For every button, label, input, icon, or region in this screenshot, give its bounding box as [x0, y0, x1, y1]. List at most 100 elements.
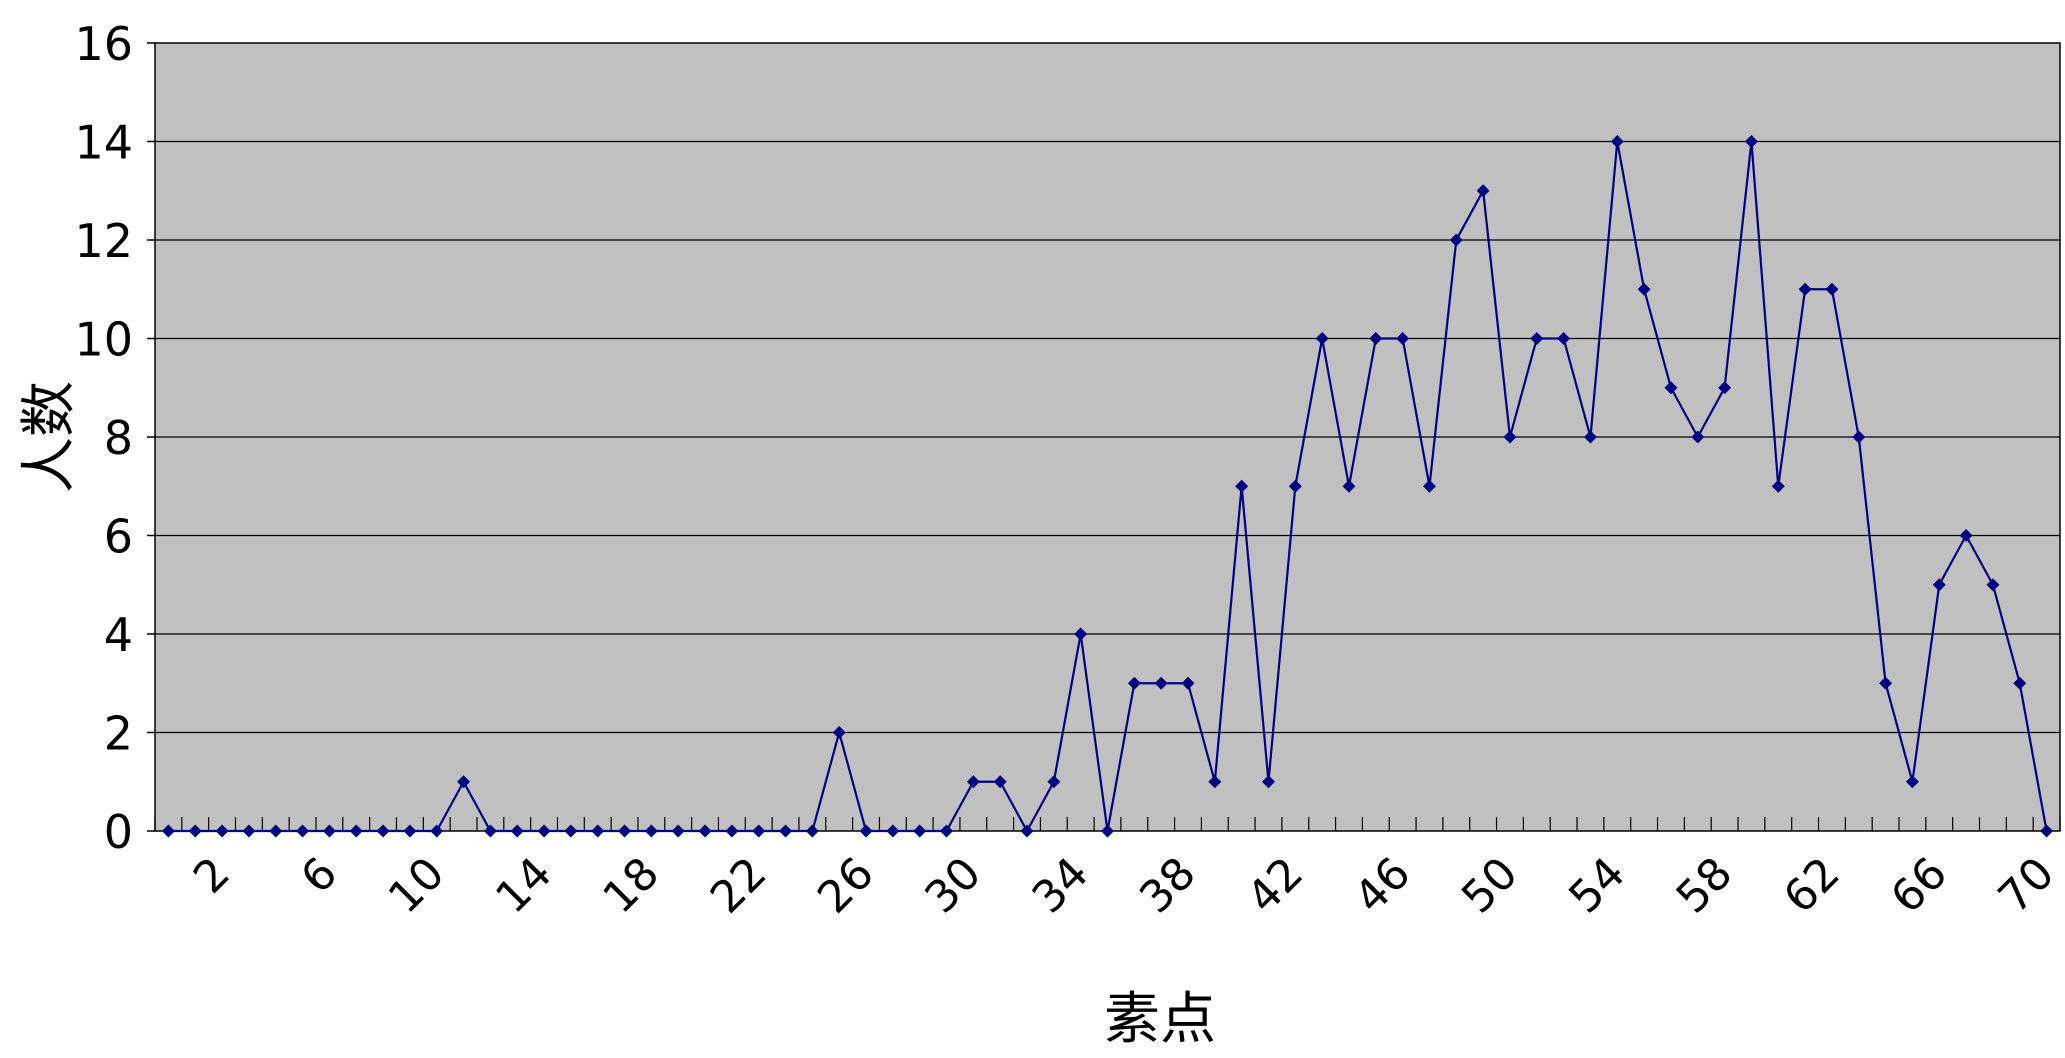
series-group [161, 135, 2054, 838]
data-point-68 [1986, 578, 2000, 592]
data-point-61 [1798, 282, 1812, 296]
x-tick-label-38: 38 [1130, 848, 1206, 924]
x-tick-label-50: 50 [1452, 848, 1528, 924]
data-point-2 [215, 824, 229, 838]
y-tick-label-6: 6 [104, 510, 133, 564]
x-tick-label-22: 22 [701, 848, 777, 924]
data-point-40 [1235, 479, 1249, 493]
y-tick-label-12: 12 [74, 214, 133, 268]
data-point-26 [859, 824, 873, 838]
data-point-5 [296, 824, 310, 838]
data-point-19 [671, 824, 685, 838]
data-point-46 [1396, 332, 1410, 345]
data-point-42 [1288, 479, 1302, 493]
data-point-28 [913, 824, 927, 838]
data-point-47 [1422, 479, 1436, 493]
data-point-31 [993, 775, 1007, 789]
data-point-9 [403, 824, 417, 838]
data-point-33 [1047, 775, 1061, 789]
x-tick-label-58: 58 [1667, 848, 1743, 924]
data-point-52 [1557, 332, 1571, 345]
y-tick-label-0: 0 [104, 805, 133, 859]
x-tick-label-70: 70 [1989, 848, 2065, 924]
data-point-48 [1449, 233, 1463, 247]
data-point-4 [269, 824, 283, 838]
data-point-22 [752, 824, 766, 838]
data-point-20 [698, 824, 712, 838]
x-tick-label-66: 66 [1881, 848, 1957, 924]
data-point-59 [1744, 135, 1758, 148]
data-point-41 [1261, 775, 1275, 789]
y-tick-label-2: 2 [104, 707, 133, 761]
data-point-6 [322, 824, 336, 838]
data-point-70 [2040, 824, 2054, 838]
data-point-16 [591, 824, 605, 838]
data-point-13 [510, 824, 524, 838]
y-tick-label-10: 10 [74, 313, 133, 367]
x-tick-label-6: 6 [291, 848, 347, 904]
data-point-62 [1825, 282, 1839, 296]
x-tick-label-46: 46 [1345, 848, 1421, 924]
x-tick-label-62: 62 [1774, 848, 1850, 924]
x-tick-label-10: 10 [379, 848, 455, 924]
data-point-15 [564, 824, 578, 838]
x-axis-title: 素点 [1104, 987, 1216, 1052]
data-point-51 [1530, 332, 1544, 345]
data-point-25 [832, 726, 846, 739]
data-point-30 [966, 775, 980, 789]
data-point-50 [1503, 430, 1517, 444]
data-point-44 [1342, 479, 1356, 493]
x-tick-label-34: 34 [1023, 848, 1099, 924]
data-point-43 [1315, 332, 1329, 345]
data-point-11 [457, 775, 471, 789]
data-point-18 [644, 824, 658, 838]
x-tick-label-42: 42 [1237, 848, 1313, 924]
data-point-1 [188, 824, 202, 838]
x-tick-label-26: 26 [808, 848, 884, 924]
data-point-36 [1127, 676, 1141, 690]
data-point-37 [1154, 676, 1168, 690]
y-tick-label-14: 14 [74, 116, 133, 170]
data-point-66 [1932, 578, 1946, 592]
data-point-27 [886, 824, 900, 838]
data-point-45 [1369, 332, 1383, 345]
data-point-49 [1476, 184, 1490, 198]
data-point-21 [725, 824, 739, 838]
y-axis-ticks: 0 2 4 6 8 10 12 14 16 [74, 17, 155, 859]
data-point-55 [1637, 282, 1651, 296]
x-tick-label-30: 30 [915, 848, 991, 924]
y-tick-label-16: 16 [74, 17, 133, 71]
data-point-3 [242, 824, 256, 838]
data-point-54 [1610, 135, 1624, 148]
data-point-63 [1852, 430, 1866, 444]
data-point-24 [805, 824, 819, 838]
gridlines [155, 140, 2060, 734]
data-point-39 [1208, 775, 1222, 789]
data-point-67 [1959, 529, 1973, 542]
data-point-56 [1664, 381, 1678, 395]
data-point-57 [1691, 430, 1705, 444]
data-point-69 [2013, 676, 2027, 690]
data-point-7 [349, 824, 363, 838]
data-point-38 [1181, 676, 1195, 690]
data-point-60 [1771, 479, 1785, 493]
x-tick-label-2: 2 [184, 848, 240, 904]
y-tick-label-4: 4 [104, 608, 133, 662]
data-point-0 [161, 824, 175, 838]
data-point-14 [537, 824, 551, 838]
y-tick-label-8: 8 [104, 411, 133, 465]
data-point-64 [1879, 676, 1893, 690]
data-point-35 [1101, 824, 1114, 838]
data-point-8 [376, 824, 390, 838]
x-tick-label-14: 14 [486, 848, 562, 924]
data-point-53 [1583, 430, 1597, 444]
data-point-12 [483, 824, 497, 838]
data-point-10 [430, 824, 444, 838]
x-tick-label-18: 18 [593, 848, 669, 924]
data-point-17 [618, 824, 632, 838]
data-point-32 [1020, 824, 1034, 838]
data-point-65 [1905, 775, 1919, 789]
x-tick-label-54: 54 [1559, 848, 1635, 924]
data-point-23 [779, 824, 793, 838]
